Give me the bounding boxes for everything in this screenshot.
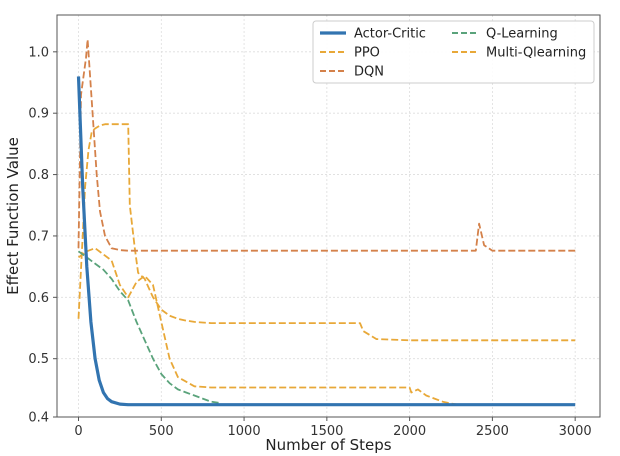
x-tick-label: 0 [74, 424, 82, 439]
series-line-ppo [77, 123, 576, 342]
legend-label: DQN [354, 65, 384, 80]
y-axis-label: Effect Function Value [4, 137, 22, 295]
series-line-actor-critic [76, 76, 576, 407]
legend: Actor-Critic PPO DQN Q-Learning Multi-Qlearn… [312, 20, 595, 84]
legend-label: Multi-Qlearning [486, 46, 586, 61]
series-line-multi-qlearning [77, 247, 460, 406]
legend-label: PPO [354, 46, 380, 61]
x-tick-label: 500 [149, 424, 174, 439]
x-tick-label: 2000 [393, 424, 426, 439]
legend-label: Actor-Critic [354, 27, 426, 42]
x-tick-label: 2500 [476, 424, 509, 439]
series-line-q-learning [77, 250, 220, 404]
y-tick-label: 0.7 [28, 229, 49, 244]
legend-label: Q-Learning [486, 27, 558, 42]
series-line-dqn [77, 38, 576, 252]
y-tick-label: 0.9 [28, 107, 49, 122]
plot-frame [56, 14, 601, 418]
x-tick-label: 1000 [228, 424, 261, 439]
x-axis-label: Number of Steps [265, 436, 391, 454]
y-tick-label: 0.8 [28, 168, 49, 183]
y-tick-label: 0.5 [28, 352, 49, 367]
y-tick-label: 1.0 [28, 45, 49, 60]
x-tick-label: 3000 [559, 424, 592, 439]
series-layer [76, 38, 576, 407]
x-tick-label: 1500 [310, 424, 343, 439]
ticks: 0 500 1000 1500 2000 2500 3000 0.4 0.5 0.6 0.7 0.8 0… [28, 45, 591, 439]
y-tick-label: 0.4 [28, 411, 49, 426]
y-tick-label: 0.6 [28, 291, 49, 306]
